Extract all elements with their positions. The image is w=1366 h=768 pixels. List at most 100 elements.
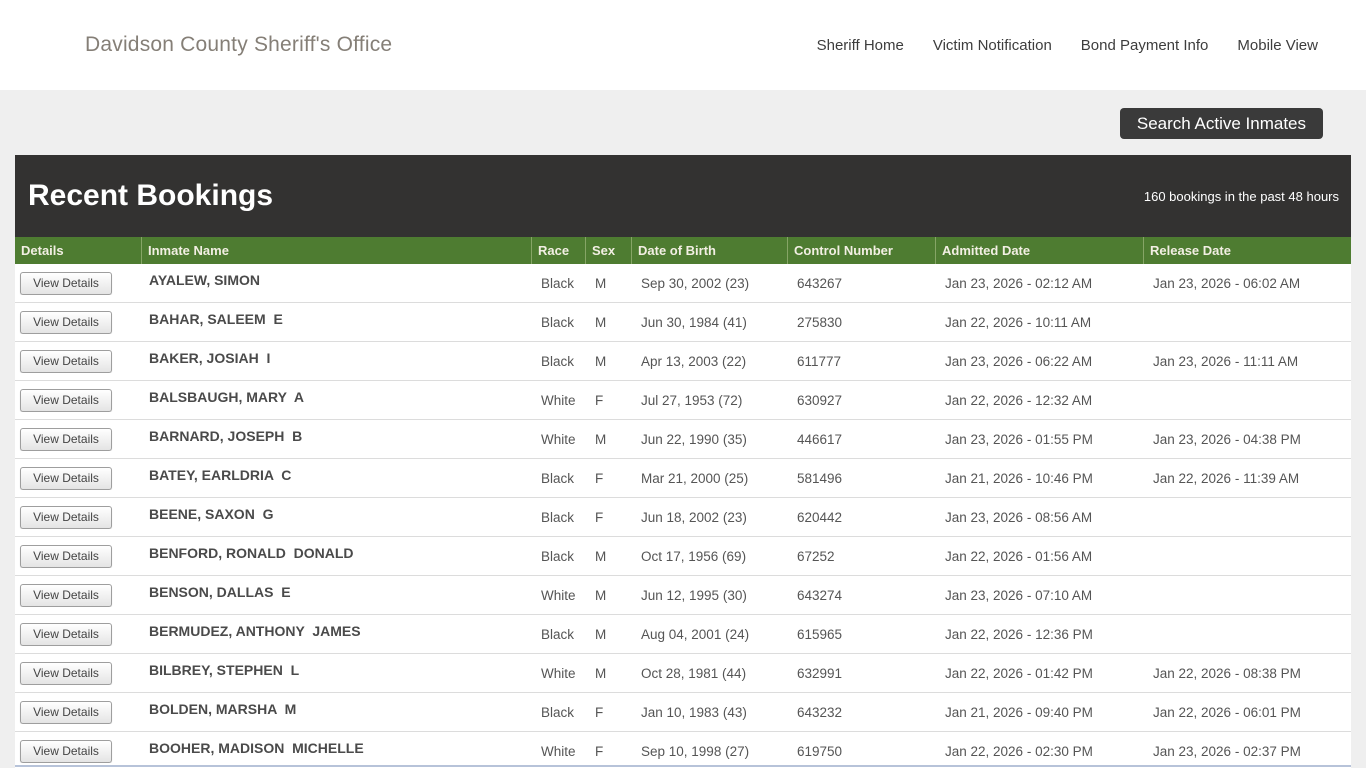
column-header-admitted-date: Admitted Date bbox=[935, 237, 1143, 264]
release-date-value: Jan 22, 2026 - 06:01 PM bbox=[1153, 704, 1301, 720]
control-number-value: 643274 bbox=[797, 587, 843, 603]
admitted-date-value: Jan 22, 2026 - 01:42 PM bbox=[945, 665, 1093, 681]
admitted-date-value: Jan 22, 2026 - 02:30 PM bbox=[945, 743, 1093, 759]
top-header: Davidson County Sheriff's Office Sheriff… bbox=[0, 0, 1366, 90]
details-cell: View Details bbox=[15, 427, 141, 451]
sex-value: F bbox=[595, 392, 604, 408]
view-details-button[interactable]: View Details bbox=[20, 466, 112, 490]
admitted-date-value: Jan 23, 2026 - 08:56 AM bbox=[945, 509, 1093, 525]
race-value: White bbox=[541, 392, 576, 408]
race-value: Black bbox=[541, 314, 575, 330]
details-cell: View Details bbox=[15, 544, 141, 568]
control-number-value: 581496 bbox=[797, 470, 843, 486]
control-number-value: 643267 bbox=[797, 275, 843, 291]
inmate-name: BAHAR, SALEEM E bbox=[149, 311, 283, 327]
nav-bond-payment-info[interactable]: Bond Payment Info bbox=[1080, 36, 1209, 54]
table-header-row: Details Inmate Name Race Sex Date of Bir… bbox=[15, 237, 1351, 264]
inmate-name: BOOHER, MADISON MICHELLE bbox=[149, 740, 364, 756]
control-number-value: 632991 bbox=[797, 665, 843, 681]
dob-value: Oct 28, 1981 (44) bbox=[641, 665, 747, 681]
sex-value: M bbox=[595, 431, 607, 447]
sex-value: M bbox=[595, 626, 607, 642]
control-number-value: 611777 bbox=[797, 353, 842, 369]
dob-value: Aug 04, 2001 (24) bbox=[641, 626, 750, 642]
release-date-value: Jan 23, 2026 - 11:11 AM bbox=[1153, 353, 1299, 369]
release-date-value: Jan 22, 2026 - 11:39 AM bbox=[1153, 470, 1300, 486]
details-cell: View Details bbox=[15, 700, 141, 724]
table-row: View Details AYALEW, SIMON Black M Sep 3… bbox=[15, 264, 1351, 303]
view-details-button[interactable]: View Details bbox=[20, 271, 112, 295]
view-details-button[interactable]: View Details bbox=[20, 661, 112, 685]
view-details-button[interactable]: View Details bbox=[20, 700, 112, 724]
inmate-name: AYALEW, SIMON bbox=[149, 272, 260, 288]
admitted-date-value: Jan 22, 2026 - 01:56 AM bbox=[945, 548, 1093, 564]
view-details-button[interactable]: View Details bbox=[20, 544, 112, 568]
dob-value: Jan 10, 1983 (43) bbox=[641, 704, 747, 720]
control-number-value: 643232 bbox=[797, 704, 843, 720]
admitted-date-value: Jan 23, 2026 - 01:55 PM bbox=[945, 431, 1093, 447]
details-cell: View Details bbox=[15, 739, 141, 763]
search-active-inmates-button[interactable]: Search Active Inmates bbox=[1119, 108, 1323, 139]
admitted-date-value: Jan 22, 2026 - 12:32 AM bbox=[945, 392, 1093, 408]
release-date-value: Jan 23, 2026 - 06:02 AM bbox=[1153, 275, 1301, 291]
details-cell: View Details bbox=[15, 661, 141, 685]
nav-victim-notification[interactable]: Victim Notification bbox=[932, 36, 1052, 54]
sex-value: M bbox=[595, 665, 607, 681]
admitted-date-value: Jan 21, 2026 - 10:46 PM bbox=[945, 470, 1093, 486]
race-value: Black bbox=[541, 626, 575, 642]
table-bottom-divider bbox=[15, 765, 1351, 767]
top-nav: Sheriff Home Victim Notification Bond Pa… bbox=[817, 37, 1318, 54]
details-cell: View Details bbox=[15, 349, 141, 373]
details-cell: View Details bbox=[15, 271, 141, 295]
table-row: View Details BERMUDEZ, ANTHONY JAMES Bla… bbox=[15, 615, 1351, 654]
column-header-race: Race bbox=[531, 237, 585, 264]
race-value: White bbox=[541, 431, 576, 447]
column-header-sex: Sex bbox=[585, 237, 631, 264]
inmate-name: BAKER, JOSIAH I bbox=[149, 350, 271, 366]
dob-value: Jun 30, 1984 (41) bbox=[641, 314, 747, 330]
inmate-name: BEENE, SAXON G bbox=[149, 506, 274, 522]
inmate-name: BENFORD, RONALD DONALD bbox=[149, 545, 354, 561]
release-date-value: Jan 22, 2026 - 08:38 PM bbox=[1153, 665, 1301, 681]
table-row: View Details BEENE, SAXON G Black F Jun … bbox=[15, 498, 1351, 537]
view-details-button[interactable]: View Details bbox=[20, 622, 112, 646]
race-value: White bbox=[541, 743, 576, 759]
column-header-date-of-birth: Date of Birth bbox=[631, 237, 787, 264]
dob-value: Oct 17, 1956 (69) bbox=[641, 548, 747, 564]
sex-value: M bbox=[595, 548, 607, 564]
control-number-value: 620442 bbox=[797, 509, 843, 525]
control-number-value: 619750 bbox=[797, 743, 843, 759]
release-date-value: Jan 23, 2026 - 04:38 PM bbox=[1153, 431, 1301, 447]
race-value: White bbox=[541, 665, 576, 681]
sex-value: M bbox=[595, 275, 607, 291]
race-value: Black bbox=[541, 353, 575, 369]
view-details-button[interactable]: View Details bbox=[20, 427, 112, 451]
sex-value: M bbox=[595, 314, 607, 330]
view-details-button[interactable]: View Details bbox=[20, 739, 112, 763]
inmate-name: BILBREY, STEPHEN L bbox=[149, 662, 300, 678]
view-details-button[interactable]: View Details bbox=[20, 310, 112, 334]
view-details-button[interactable]: View Details bbox=[20, 388, 112, 412]
table-row: View Details BAKER, JOSIAH I Black M Apr… bbox=[15, 342, 1351, 381]
inmate-name: BENSON, DALLAS E bbox=[149, 584, 291, 600]
nav-mobile-view[interactable]: Mobile View bbox=[1237, 36, 1318, 54]
view-details-button[interactable]: View Details bbox=[20, 349, 112, 373]
sex-value: F bbox=[595, 743, 604, 759]
column-header-release-date: Release Date bbox=[1143, 237, 1351, 264]
control-number-value: 67252 bbox=[797, 548, 835, 564]
details-cell: View Details bbox=[15, 388, 141, 412]
table-row: View Details BATEY, EARLDRIA C Black F M… bbox=[15, 459, 1351, 498]
admitted-date-value: Jan 22, 2026 - 10:11 AM bbox=[945, 314, 1092, 330]
control-number-value: 630927 bbox=[797, 392, 843, 408]
sex-value: F bbox=[595, 704, 604, 720]
column-header-details: Details bbox=[21, 243, 64, 258]
control-number-value: 275830 bbox=[797, 314, 843, 330]
table-row: View Details BAHAR, SALEEM E Black M Jun… bbox=[15, 303, 1351, 342]
view-details-button[interactable]: View Details bbox=[20, 583, 112, 607]
nav-sheriff-home[interactable]: Sheriff Home bbox=[816, 36, 904, 54]
view-details-button[interactable]: View Details bbox=[20, 505, 112, 529]
admitted-date-value: Jan 22, 2026 - 12:36 PM bbox=[945, 626, 1093, 642]
table-row: View Details BOLDEN, MARSHA M Black F Ja… bbox=[15, 693, 1351, 732]
details-cell: View Details bbox=[15, 505, 141, 529]
dob-value: Sep 30, 2002 (23) bbox=[641, 275, 750, 291]
